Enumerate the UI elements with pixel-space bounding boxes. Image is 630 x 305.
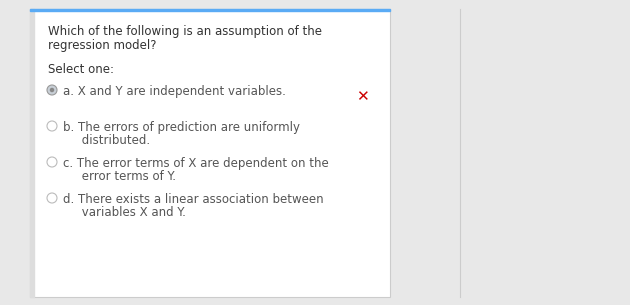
Text: distributed.: distributed. (63, 134, 150, 147)
Text: error terms of Y.: error terms of Y. (63, 170, 176, 183)
FancyBboxPatch shape (30, 9, 390, 297)
Text: Select one:: Select one: (48, 63, 114, 76)
Circle shape (47, 157, 57, 167)
Circle shape (47, 193, 57, 203)
Text: regression model?: regression model? (48, 39, 156, 52)
Bar (30, 9, 390, 11)
Text: c. The error terms of X are dependent on the: c. The error terms of X are dependent on… (63, 157, 329, 170)
Circle shape (47, 85, 57, 95)
Text: d. There exists a linear association between: d. There exists a linear association bet… (63, 193, 324, 206)
Bar (30, 9, 34, 297)
Circle shape (47, 121, 57, 131)
Text: b. The errors of prediction are uniformly: b. The errors of prediction are uniforml… (63, 121, 300, 134)
Text: variables X and Y.: variables X and Y. (63, 206, 186, 219)
Text: a. X and Y are independent variables.: a. X and Y are independent variables. (63, 85, 286, 98)
Text: Which of the following is an assumption of the: Which of the following is an assumption … (48, 25, 322, 38)
Circle shape (50, 88, 54, 92)
Text: ✕: ✕ (355, 89, 369, 104)
